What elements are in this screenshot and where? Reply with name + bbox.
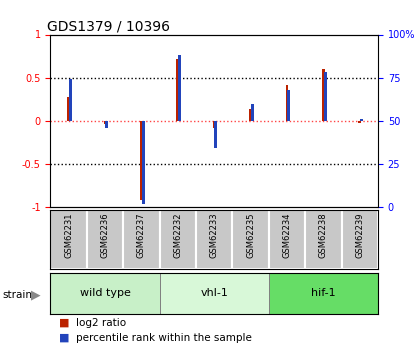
Bar — [87, 210, 123, 269]
Text: GSM62231: GSM62231 — [64, 212, 73, 258]
Text: ■: ■ — [59, 333, 69, 343]
Text: GSM62232: GSM62232 — [173, 212, 182, 258]
Text: wild type: wild type — [79, 288, 131, 298]
Bar — [178, 55, 181, 121]
Text: GSM62235: GSM62235 — [246, 212, 255, 258]
Text: percentile rank within the sample: percentile rank within the sample — [76, 333, 252, 343]
Bar — [105, 121, 108, 128]
Bar — [176, 59, 179, 121]
Text: GSM62238: GSM62238 — [319, 212, 328, 258]
Bar — [232, 210, 269, 269]
Bar — [142, 121, 144, 204]
Bar — [160, 273, 269, 314]
Text: GDS1379 / 10396: GDS1379 / 10396 — [47, 19, 170, 33]
Bar — [269, 210, 305, 269]
Text: GSM62237: GSM62237 — [137, 212, 146, 258]
Bar — [196, 210, 232, 269]
Bar — [249, 109, 252, 121]
Bar — [50, 273, 160, 314]
Text: strain: strain — [2, 290, 32, 300]
Text: ■: ■ — [59, 318, 69, 327]
Bar — [123, 210, 160, 269]
Bar — [69, 79, 72, 121]
Bar — [324, 72, 327, 121]
Bar — [305, 210, 341, 269]
Bar — [287, 90, 290, 121]
Text: GSM62236: GSM62236 — [100, 212, 110, 258]
Bar — [104, 121, 106, 124]
Text: vhl-1: vhl-1 — [200, 288, 228, 298]
Bar — [286, 85, 289, 121]
Bar — [160, 210, 196, 269]
Text: GSM62239: GSM62239 — [355, 212, 364, 258]
Bar — [269, 273, 378, 314]
Text: ▶: ▶ — [31, 288, 40, 302]
Bar — [213, 121, 215, 128]
Text: GSM62233: GSM62233 — [210, 212, 219, 258]
Text: hif-1: hif-1 — [311, 288, 336, 298]
Bar — [358, 121, 361, 124]
Text: log2 ratio: log2 ratio — [76, 318, 126, 327]
Bar — [251, 104, 254, 121]
Bar — [50, 210, 87, 269]
Bar — [215, 121, 218, 148]
Bar — [322, 69, 325, 121]
Bar — [140, 121, 143, 200]
Bar — [360, 119, 363, 121]
Text: GSM62234: GSM62234 — [283, 212, 291, 258]
Bar — [341, 210, 378, 269]
Bar — [67, 97, 70, 121]
